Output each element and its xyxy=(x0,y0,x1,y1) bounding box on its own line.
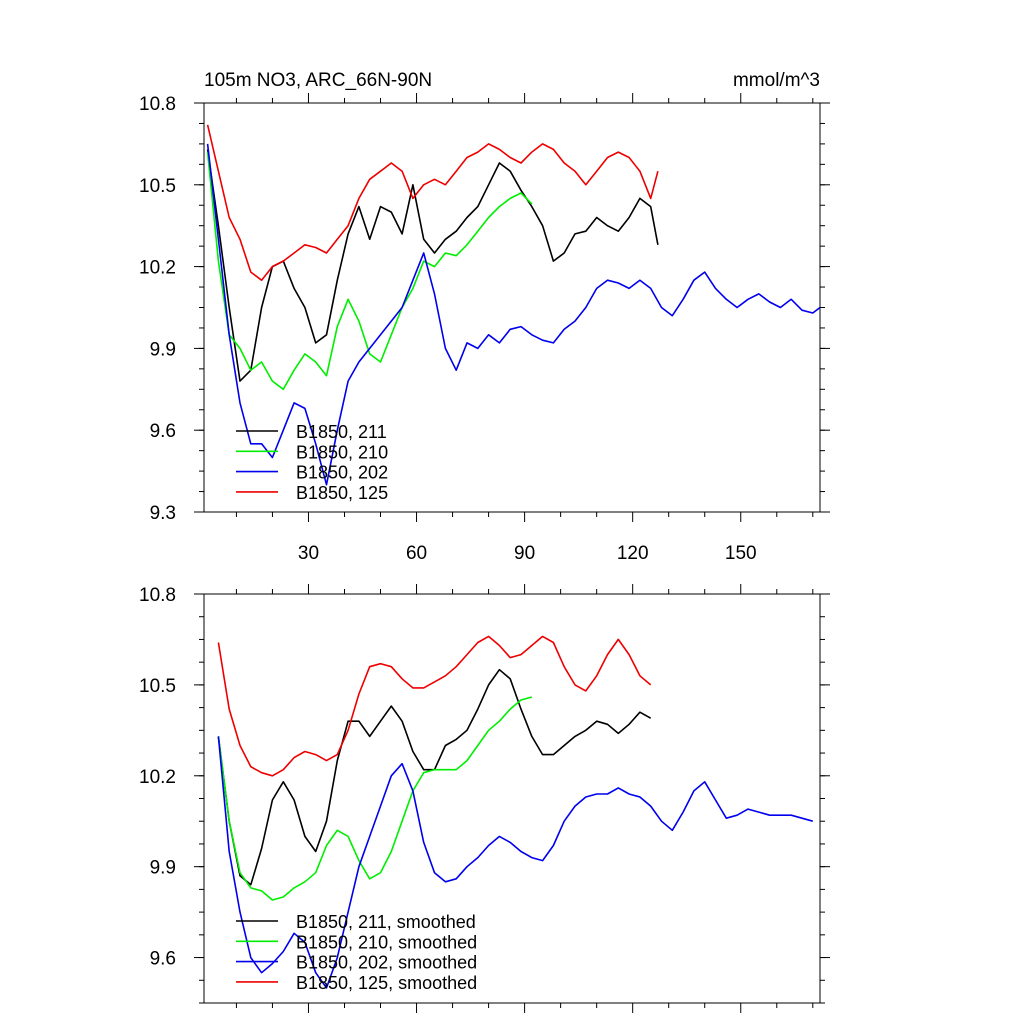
y-tick-label: 10.8 xyxy=(139,94,176,115)
y-tick-label: 10.5 xyxy=(139,676,176,697)
legend-entry: B1850, 211 xyxy=(296,422,387,442)
series-line-1 xyxy=(217,668,652,886)
chart-title: 105m NO3, ARC_66N-90N xyxy=(204,70,432,91)
top-panel: 105m NO3, ARC_66N-90N mmol/m^3 9.3 9.6 9.9… xyxy=(139,70,830,564)
y-tick-label: 10.8 xyxy=(139,585,176,606)
x-tick-label: 120 xyxy=(617,543,649,564)
legend-entry: B1850, 210 xyxy=(296,442,388,462)
x-tick-label: 60 xyxy=(406,543,427,564)
legend-entry: B1850, 202, smoothed xyxy=(296,953,477,973)
legend-entry: B1850, 211, smoothed xyxy=(296,912,476,932)
y-tick-label: 9.6 xyxy=(150,949,176,970)
x-tick-label: 150 xyxy=(725,543,757,564)
x-tick-label: 90 xyxy=(514,543,535,564)
series-line-3 xyxy=(206,143,821,486)
units-label: mmol/m^3 xyxy=(733,70,820,91)
y-tick-label: 10.2 xyxy=(139,767,176,788)
series-line-4 xyxy=(206,124,659,282)
y-tick-label: 9.9 xyxy=(150,858,176,879)
bottom-panel: 9.69.910.210.510.8 B1850, 211, smoothedB… xyxy=(139,584,830,1013)
legend-entry: B1850, 125 xyxy=(296,483,388,503)
series-line-2 xyxy=(217,696,533,901)
y-tick-label: 9.6 xyxy=(150,421,176,442)
legend-entry: B1850, 210, smoothed xyxy=(296,932,477,952)
y-tick-label: 10.2 xyxy=(139,258,176,279)
y-tick-label: 9.9 xyxy=(150,339,176,360)
y-tick-label: 9.3 xyxy=(150,503,176,524)
series-line-4 xyxy=(217,635,652,777)
legend-entry: B1850, 125, smoothed xyxy=(296,973,477,993)
legend-entry: B1850, 202 xyxy=(296,463,388,483)
series-line-2 xyxy=(206,152,533,391)
y-tick-label: 10.5 xyxy=(139,176,176,197)
series-line-3 xyxy=(217,736,814,989)
x-tick-label: 30 xyxy=(298,543,319,564)
